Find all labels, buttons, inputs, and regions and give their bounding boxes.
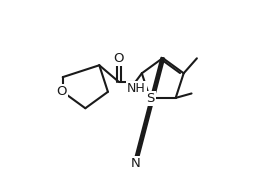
Text: O: O xyxy=(57,85,67,98)
Text: S: S xyxy=(147,92,155,105)
Text: NH: NH xyxy=(127,82,146,95)
Text: N: N xyxy=(131,157,140,170)
Text: O: O xyxy=(113,52,124,65)
